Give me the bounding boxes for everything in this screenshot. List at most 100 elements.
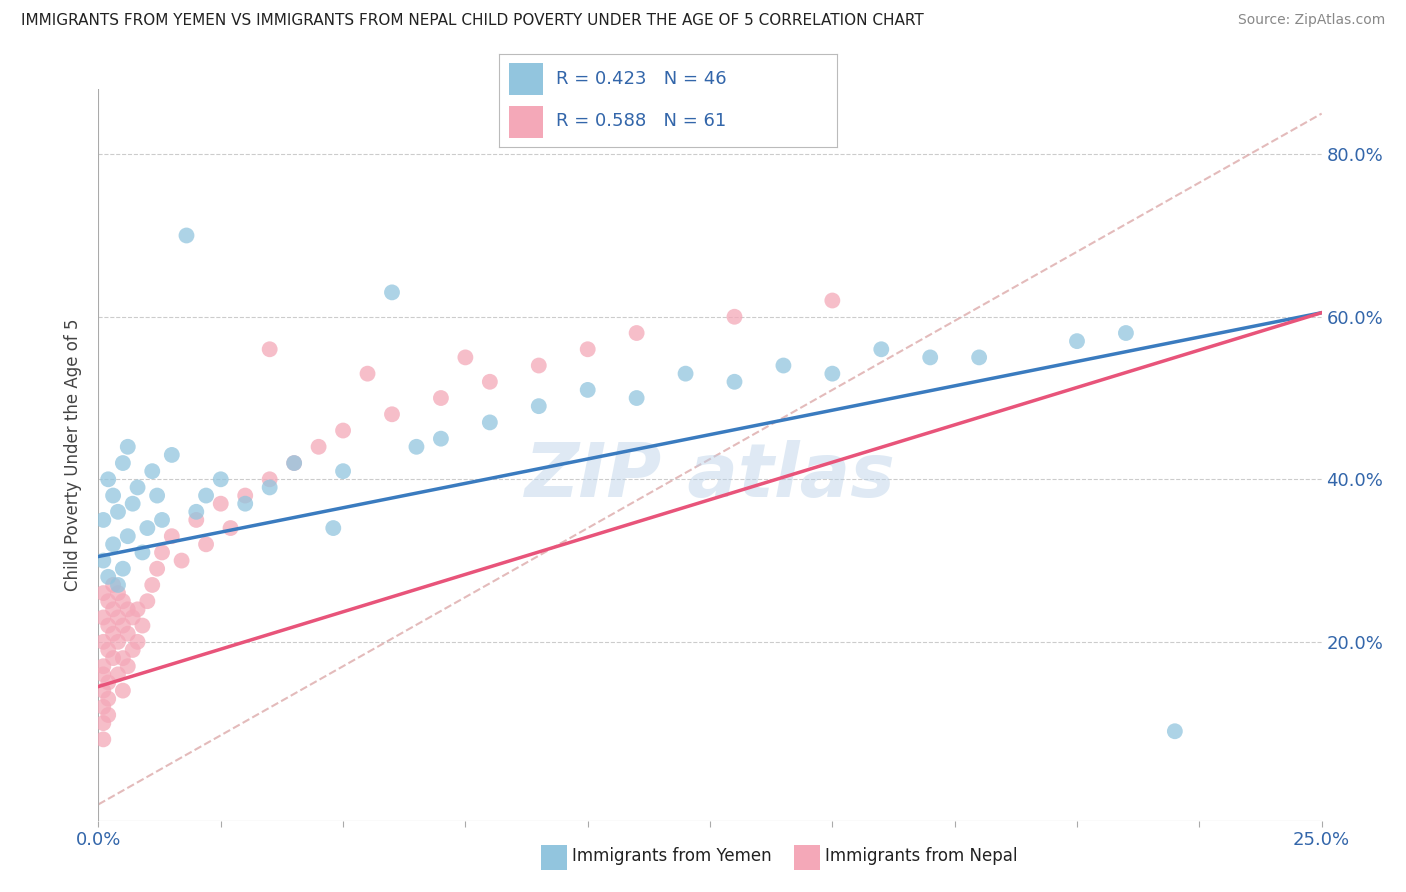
Point (146, 562, 169, 576)
Point (626, 326, 648, 340)
Point (356, 367, 378, 381)
Point (117, 626, 139, 640)
Point (117, 440, 139, 454)
Point (101, 578, 124, 592)
Point (91, 635, 114, 649)
Point (454, 351, 477, 365)
Point (91, 553, 114, 567)
Point (160, 448, 183, 462)
Point (97, 472, 120, 486)
Bar (509, 106, 543, 138)
Text: R = 0.423   N = 46: R = 0.423 N = 46 (557, 70, 727, 87)
Point (870, 343, 893, 357)
Point (920, 351, 942, 365)
Point (121, 643, 143, 657)
Point (136, 594, 159, 608)
Point (117, 659, 139, 673)
Point (101, 537, 124, 551)
Point (117, 602, 139, 616)
Point (332, 424, 354, 438)
Point (146, 489, 169, 503)
Point (430, 432, 453, 446)
Point (283, 456, 305, 470)
Point (626, 391, 648, 405)
Text: R = 0.588   N = 61: R = 0.588 N = 61 (557, 112, 727, 130)
Point (1115, 326, 1137, 340)
Point (283, 456, 305, 470)
Text: IMMIGRANTS FROM YEMEN VS IMMIGRANTS FROM NEPAL CHILD POVERTY UNDER THE AGE OF 5 : IMMIGRANTS FROM YEMEN VS IMMIGRANTS FROM… (21, 13, 924, 29)
Point (121, 497, 143, 511)
Point (91, 667, 114, 681)
Point (131, 618, 153, 632)
Point (233, 489, 256, 503)
Point (150, 545, 173, 559)
Point (111, 683, 134, 698)
Point (1066, 334, 1088, 348)
Point (91, 683, 114, 698)
Point (821, 293, 844, 308)
Point (107, 578, 129, 592)
Point (101, 489, 124, 503)
Point (381, 407, 404, 421)
Point (176, 228, 198, 243)
Point (97, 570, 120, 584)
Point (772, 359, 794, 373)
Point (111, 651, 134, 665)
Point (405, 440, 427, 454)
Point (195, 489, 218, 503)
Point (259, 480, 281, 494)
Point (209, 497, 232, 511)
Point (195, 537, 218, 551)
Point (576, 343, 599, 357)
Point (170, 553, 193, 567)
Point (117, 529, 139, 543)
Point (101, 651, 124, 665)
Point (308, 440, 330, 454)
Point (107, 635, 129, 649)
Point (141, 578, 163, 592)
Point (91, 586, 114, 600)
Point (150, 513, 173, 527)
Point (527, 359, 550, 373)
Point (107, 586, 129, 600)
Point (121, 610, 143, 624)
Point (723, 375, 745, 389)
Point (91, 610, 114, 624)
Text: Immigrants from Nepal: Immigrants from Nepal (825, 847, 1018, 865)
Point (131, 545, 153, 559)
Point (91, 659, 114, 673)
Point (186, 513, 208, 527)
Point (97, 675, 120, 690)
Point (127, 480, 149, 494)
Point (136, 521, 159, 535)
Point (576, 383, 599, 397)
Point (381, 285, 404, 300)
Bar (509, 63, 543, 95)
Point (111, 594, 134, 608)
Point (97, 708, 120, 723)
Point (91, 716, 114, 731)
Point (107, 505, 129, 519)
Point (127, 635, 149, 649)
Point (675, 367, 697, 381)
Text: ZIP atlas: ZIP atlas (524, 441, 896, 514)
Point (111, 562, 134, 576)
Point (332, 464, 354, 478)
Text: Immigrants from Yemen: Immigrants from Yemen (572, 847, 772, 865)
Point (97, 643, 120, 657)
Point (160, 529, 183, 543)
Point (91, 732, 114, 747)
Point (478, 416, 501, 430)
Point (821, 367, 844, 381)
Point (219, 521, 242, 535)
Point (259, 343, 281, 357)
Point (111, 456, 134, 470)
Point (259, 472, 281, 486)
Point (107, 667, 129, 681)
Point (209, 472, 232, 486)
Point (127, 602, 149, 616)
Point (101, 626, 124, 640)
Point (322, 521, 344, 535)
Point (233, 497, 256, 511)
Point (430, 391, 453, 405)
